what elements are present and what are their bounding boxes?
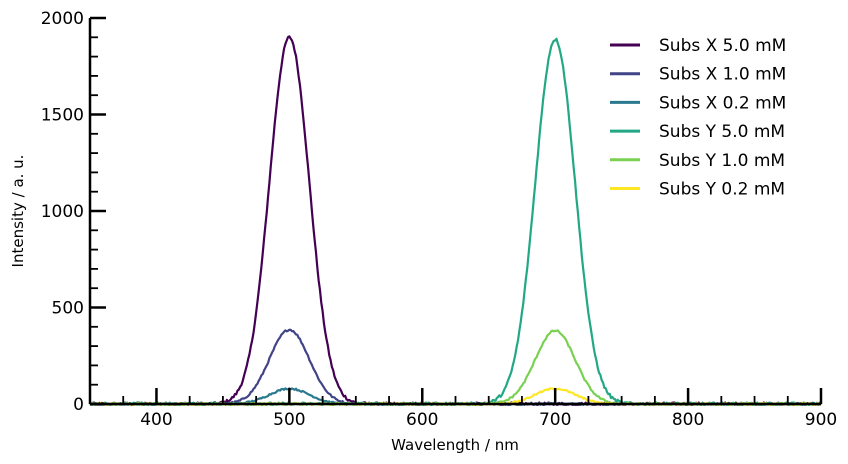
- series-line-2: [89, 328, 822, 406]
- legend: Subs X 5.0 mM Subs X 1.0 mM Subs X 0.2 mM S…: [610, 36, 786, 200]
- legend-label: Subs X 5.0 mM: [659, 36, 786, 56]
- series-layer: [89, 35, 822, 406]
- x-tick-label: 900: [805, 410, 837, 430]
- y-tick-label: 500: [52, 299, 84, 319]
- x-tick-label: 700: [539, 410, 571, 430]
- legend-label: Subs Y 5.0 mM: [659, 122, 785, 142]
- axes-layer: 0 500 1000 1500 2000 400 500 600 700 800 900: [41, 9, 837, 430]
- y-tick-label: 1000: [41, 202, 84, 222]
- x-tick-label: 400: [140, 410, 172, 430]
- x-tick-label: 800: [672, 410, 704, 430]
- legend-label: Subs Y 0.2 mM: [659, 180, 785, 200]
- x-tick-label: 600: [406, 410, 438, 430]
- y-tick-label: 2000: [41, 9, 84, 29]
- y-axis-label: Intensity / a. u.: [9, 155, 27, 268]
- series-line-1: [89, 35, 822, 406]
- legend-label: Subs X 1.0 mM: [659, 65, 786, 85]
- legend-label: Subs X 0.2 mM: [659, 93, 786, 113]
- y-tick-label: 0: [73, 395, 84, 415]
- x-tick-label: 500: [273, 410, 305, 430]
- legend-label: Subs Y 1.0 mM: [659, 151, 785, 171]
- series-line-5: [89, 329, 822, 406]
- y-tick-label: 1500: [41, 106, 84, 126]
- x-axis-label: Wavelength / nm: [391, 436, 519, 454]
